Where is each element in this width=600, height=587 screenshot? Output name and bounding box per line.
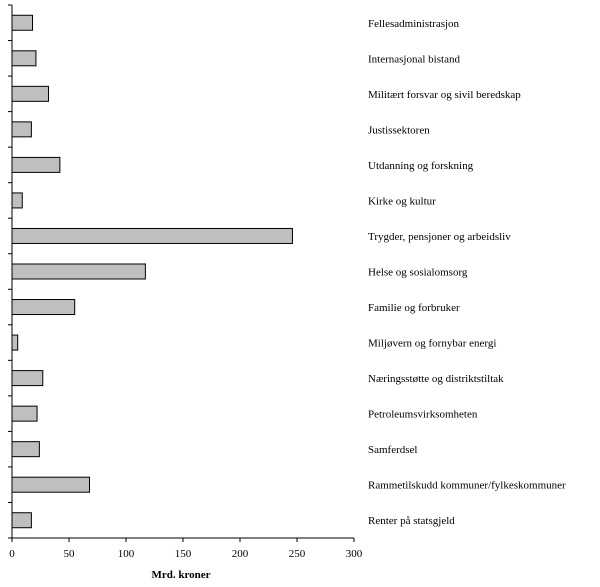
x-tick-label-6: 300 bbox=[346, 548, 363, 560]
category-label-2: Militært forsvar og sivil beredskap bbox=[368, 89, 521, 101]
category-label-10: Næringsstøtte og distriktstiltak bbox=[368, 373, 504, 385]
bar-13 bbox=[11, 476, 91, 493]
bar-5 bbox=[11, 192, 23, 209]
bar-14 bbox=[11, 512, 32, 529]
category-label-6: Trygder, pensjoner og arbeidsliv bbox=[368, 231, 511, 243]
bars-group bbox=[11, 14, 293, 529]
category-label-12: Samferdsel bbox=[368, 444, 417, 456]
category-label-4: Utdanning og forskning bbox=[368, 160, 474, 172]
bar-8 bbox=[11, 299, 76, 316]
x-ticks-group: 0 50 100 150 200 250 300 bbox=[8, 4, 363, 560]
category-label-9: Miljøvern og fornybar energi bbox=[368, 338, 496, 350]
category-label-5: Kirke og kultur bbox=[368, 195, 436, 207]
category-labels-group: Fellesadministrasjon Internasjonal bistan… bbox=[368, 18, 566, 527]
x-tick-label-4: 200 bbox=[232, 548, 249, 560]
x-tick-label-5: 250 bbox=[289, 548, 306, 560]
bar-12 bbox=[11, 441, 40, 458]
category-label-0: Fellesadministrasjon bbox=[368, 18, 460, 30]
bar-2 bbox=[11, 85, 49, 102]
bar-6 bbox=[11, 227, 293, 244]
x-axis-title: Mrd. kroner bbox=[151, 569, 210, 581]
bar-4 bbox=[11, 156, 61, 173]
x-tick-label-1: 50 bbox=[64, 548, 76, 560]
bar-11 bbox=[11, 405, 38, 422]
bar-0 bbox=[11, 14, 34, 31]
x-tick-label-2: 100 bbox=[118, 548, 135, 560]
bar-10 bbox=[11, 370, 44, 387]
bar-3 bbox=[11, 121, 32, 138]
category-label-11: Petroleumsvirksomheten bbox=[368, 409, 478, 421]
bar-9 bbox=[11, 334, 19, 351]
category-label-3: Justissektoren bbox=[368, 124, 430, 136]
bar-7 bbox=[11, 263, 146, 280]
category-label-13: Rammetilskudd kommuner/fylkeskommuner bbox=[368, 480, 566, 492]
x-tick-label-3: 150 bbox=[175, 548, 192, 560]
category-label-14: Renter på statsgjeld bbox=[368, 515, 455, 527]
x-tick-label-0: 0 bbox=[9, 548, 15, 560]
category-label-7: Helse og sosialomsorg bbox=[368, 267, 468, 279]
bar-1 bbox=[11, 50, 37, 67]
category-label-1: Internasjonal bistand bbox=[368, 53, 460, 65]
category-label-8: Familie og forbruker bbox=[368, 302, 460, 314]
